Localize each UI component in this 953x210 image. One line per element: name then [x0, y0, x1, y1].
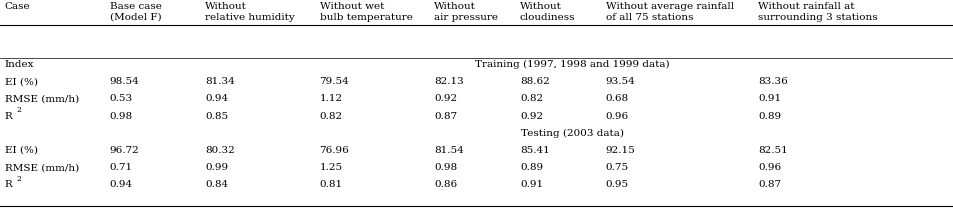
Text: 93.54: 93.54 — [605, 77, 635, 86]
Text: 92.15: 92.15 — [605, 146, 635, 155]
Text: 0.91: 0.91 — [758, 94, 781, 103]
Text: 82.51: 82.51 — [758, 146, 787, 155]
Text: 0.95: 0.95 — [605, 180, 628, 189]
Text: 80.32: 80.32 — [205, 146, 234, 155]
Text: 0.68: 0.68 — [605, 94, 628, 103]
Text: Without rainfall at
surrounding 3 stations: Without rainfall at surrounding 3 statio… — [758, 2, 877, 21]
Text: 0.87: 0.87 — [434, 112, 456, 121]
Text: 88.62: 88.62 — [519, 77, 549, 86]
Text: 0.86: 0.86 — [434, 180, 456, 189]
Text: Training (1997, 1998 and 1999 data): Training (1997, 1998 and 1999 data) — [475, 60, 669, 69]
Text: 2: 2 — [16, 175, 21, 183]
Text: 0.75: 0.75 — [605, 163, 628, 172]
Text: 83.36: 83.36 — [758, 77, 787, 86]
Text: 0.91: 0.91 — [519, 180, 542, 189]
Text: 0.98: 0.98 — [110, 112, 132, 121]
Text: 2: 2 — [16, 106, 21, 114]
Text: Base case
(Model F): Base case (Model F) — [110, 2, 161, 21]
Text: EI (%): EI (%) — [5, 146, 38, 155]
Text: 0.81: 0.81 — [319, 180, 342, 189]
Text: 0.94: 0.94 — [205, 94, 228, 103]
Text: Testing (2003 data): Testing (2003 data) — [520, 129, 623, 138]
Text: 0.85: 0.85 — [205, 112, 228, 121]
Text: Without wet
bulb temperature: Without wet bulb temperature — [319, 2, 412, 21]
Text: 85.41: 85.41 — [519, 146, 549, 155]
Text: 0.96: 0.96 — [758, 163, 781, 172]
Text: 1.25: 1.25 — [319, 163, 342, 172]
Text: 1.12: 1.12 — [319, 94, 342, 103]
Text: 81.54: 81.54 — [434, 146, 463, 155]
Text: Without
cloudiness: Without cloudiness — [519, 2, 575, 21]
Text: 0.82: 0.82 — [519, 94, 542, 103]
Text: EI (%): EI (%) — [5, 77, 38, 86]
Text: 79.54: 79.54 — [319, 77, 349, 86]
Text: 0.99: 0.99 — [205, 163, 228, 172]
Text: R: R — [5, 112, 12, 121]
Text: 0.98: 0.98 — [434, 163, 456, 172]
Text: 81.34: 81.34 — [205, 77, 234, 86]
Text: 96.72: 96.72 — [110, 146, 139, 155]
Text: RMSE (mm/h): RMSE (mm/h) — [5, 163, 79, 172]
Text: 0.71: 0.71 — [110, 163, 132, 172]
Text: 0.53: 0.53 — [110, 94, 132, 103]
Text: 0.92: 0.92 — [434, 94, 456, 103]
Text: 0.89: 0.89 — [758, 112, 781, 121]
Text: Without average rainfall
of all 75 stations: Without average rainfall of all 75 stati… — [605, 2, 733, 21]
Text: 0.94: 0.94 — [110, 180, 132, 189]
Text: 76.96: 76.96 — [319, 146, 349, 155]
Text: 0.84: 0.84 — [205, 180, 228, 189]
Text: 98.54: 98.54 — [110, 77, 139, 86]
Text: RMSE (mm/h): RMSE (mm/h) — [5, 94, 79, 103]
Text: 0.87: 0.87 — [758, 180, 781, 189]
Text: Case: Case — [5, 2, 30, 11]
Text: R: R — [5, 180, 12, 189]
Text: 0.82: 0.82 — [319, 112, 342, 121]
Text: 0.96: 0.96 — [605, 112, 628, 121]
Text: Index: Index — [5, 60, 34, 69]
Text: Without
air pressure: Without air pressure — [434, 2, 497, 21]
Text: 0.92: 0.92 — [519, 112, 542, 121]
Text: 0.89: 0.89 — [519, 163, 542, 172]
Text: Without
relative humidity: Without relative humidity — [205, 2, 294, 21]
Text: 82.13: 82.13 — [434, 77, 463, 86]
